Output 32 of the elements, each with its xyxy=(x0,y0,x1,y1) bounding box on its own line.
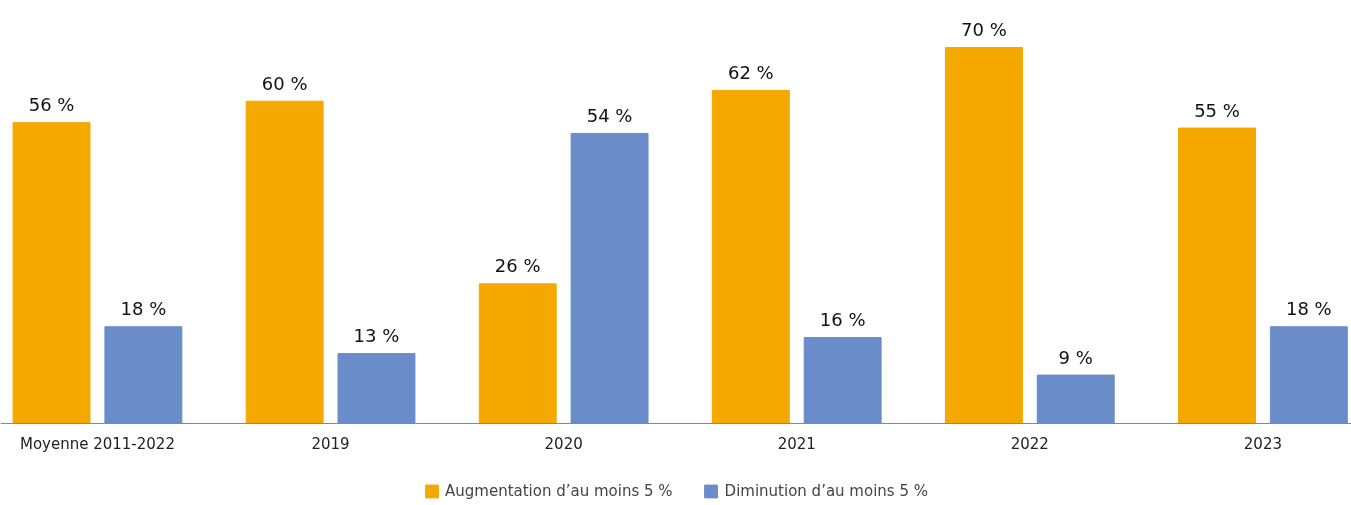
data-label: 13 % xyxy=(353,325,400,347)
bar xyxy=(12,122,91,424)
bar xyxy=(337,353,416,424)
data-label: 18 % xyxy=(120,298,167,320)
bar xyxy=(1036,374,1115,424)
legend-label: Diminution d’au moins 5 % xyxy=(724,482,928,500)
data-label: 18 % xyxy=(1285,298,1332,320)
bar xyxy=(570,132,649,424)
data-label: 54 % xyxy=(586,104,633,126)
data-label: 9 % xyxy=(1058,346,1093,368)
data-label: 60 % xyxy=(261,72,308,94)
legend-label: Augmentation d’au moins 5 % xyxy=(445,482,673,500)
x-tick-label: 2019 xyxy=(311,435,350,454)
data-label: 16 % xyxy=(819,308,866,330)
x-tick-label: 2023 xyxy=(1243,435,1283,454)
bar xyxy=(711,89,790,424)
x-tick-label: 2020 xyxy=(544,435,583,454)
data-label: 62 % xyxy=(727,61,774,83)
bar xyxy=(245,100,324,424)
data-label: 55 % xyxy=(1194,99,1240,121)
bar xyxy=(1269,326,1348,424)
data-label: 56 % xyxy=(28,94,75,116)
data-label: 26 % xyxy=(494,255,541,277)
data-label: 70 % xyxy=(961,18,1007,40)
x-tick-label: 2021 xyxy=(777,435,816,454)
x-tick-label: 2022 xyxy=(1010,435,1049,454)
bar xyxy=(803,337,882,424)
bar xyxy=(478,283,557,424)
bar xyxy=(104,326,183,424)
x-tick-label: Moyenne 2011-2022 xyxy=(19,435,175,454)
bar xyxy=(944,46,1023,424)
bar xyxy=(1178,127,1256,424)
